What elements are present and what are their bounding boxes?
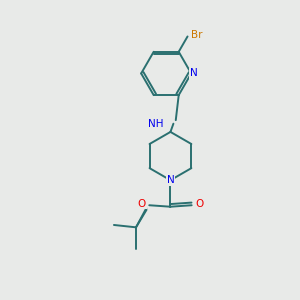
Text: O: O bbox=[138, 199, 146, 209]
Text: Br: Br bbox=[190, 30, 202, 40]
Text: N: N bbox=[167, 175, 174, 185]
Text: N: N bbox=[190, 68, 197, 78]
Text: NH: NH bbox=[148, 119, 163, 129]
Text: O: O bbox=[196, 199, 204, 209]
